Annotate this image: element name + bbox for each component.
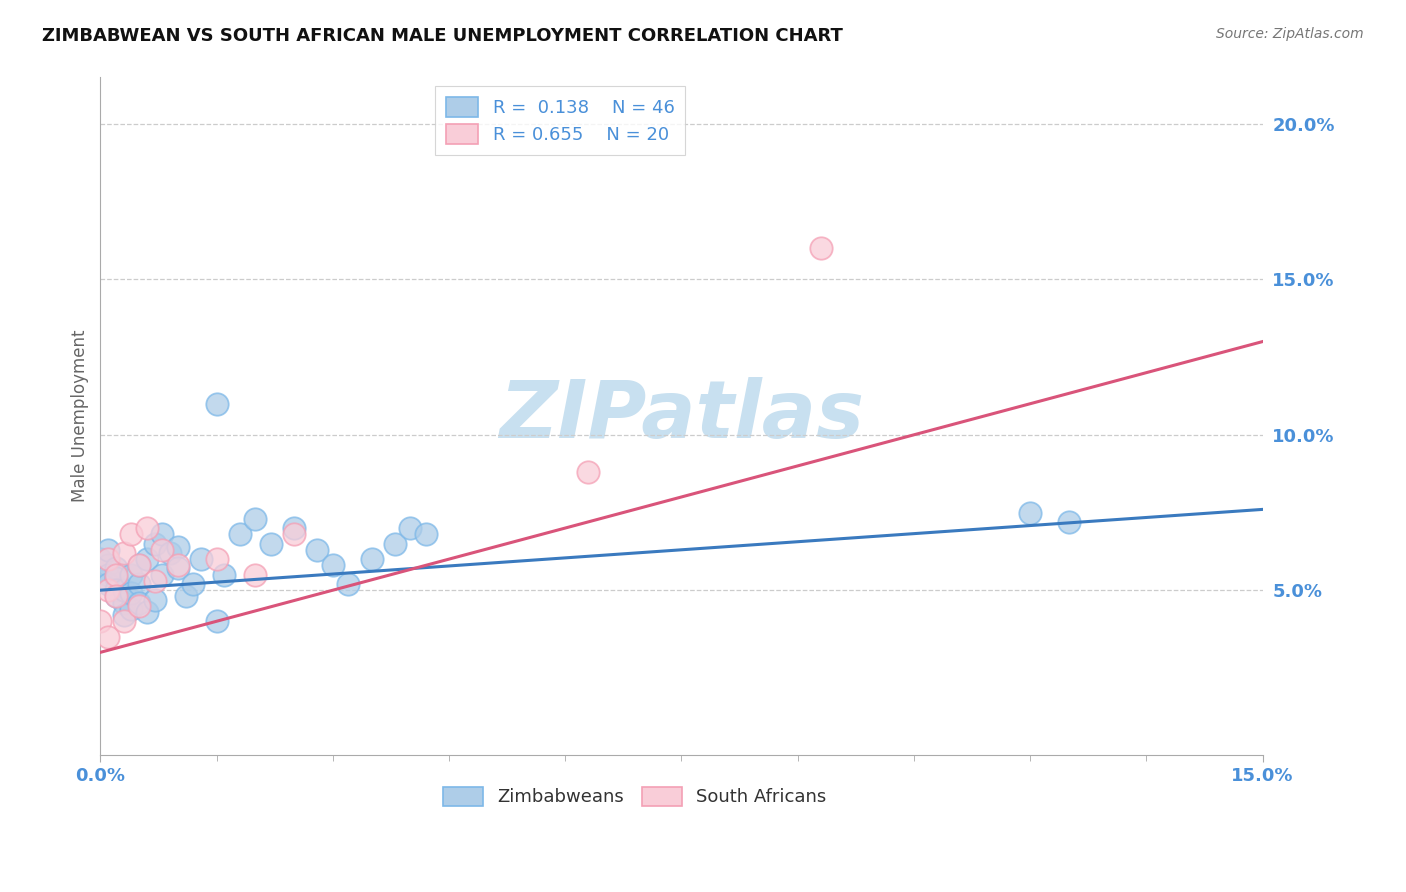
Point [810, 241, 832, 255]
Point [89, 552, 111, 566]
Point [128, 577, 150, 591]
Point [205, 614, 228, 628]
Point [97, 577, 120, 591]
Point [143, 536, 166, 550]
Point [104, 571, 127, 585]
Point [135, 521, 157, 535]
Point [214, 567, 236, 582]
Point [384, 536, 406, 550]
Point [120, 527, 142, 541]
Point [399, 521, 422, 535]
Point [135, 552, 157, 566]
Point [159, 546, 181, 560]
Point [97, 558, 120, 573]
Text: ZIPatlas: ZIPatlas [499, 377, 863, 455]
Point [229, 527, 252, 541]
Point [150, 527, 173, 541]
Point [322, 558, 344, 573]
Point [150, 542, 173, 557]
Point [104, 583, 127, 598]
Point [1019, 506, 1042, 520]
Point [307, 542, 329, 557]
Legend: Zimbabweans, South Africans: Zimbabweans, South Africans [436, 780, 834, 814]
Point [143, 592, 166, 607]
Point [120, 586, 142, 600]
Point [337, 577, 360, 591]
Point [112, 614, 135, 628]
Point [120, 567, 142, 582]
Point [104, 590, 127, 604]
Point [283, 527, 305, 541]
Point [143, 574, 166, 588]
Point [104, 590, 127, 604]
Point [205, 397, 228, 411]
Point [97, 542, 120, 557]
Point [128, 599, 150, 613]
Point [97, 552, 120, 566]
Point [150, 567, 173, 582]
Point [112, 608, 135, 623]
Point [104, 561, 127, 575]
Point [260, 536, 283, 550]
Point [183, 577, 205, 591]
Point [120, 602, 142, 616]
Point [578, 465, 600, 479]
Point [166, 558, 188, 573]
Point [97, 583, 120, 598]
Point [97, 630, 120, 644]
Point [128, 558, 150, 573]
Point [112, 546, 135, 560]
Point [135, 605, 157, 619]
Point [190, 552, 212, 566]
Point [128, 558, 150, 573]
Point [128, 596, 150, 610]
Point [415, 527, 437, 541]
Y-axis label: Male Unemployment: Male Unemployment [72, 330, 89, 502]
Point [97, 567, 120, 582]
Point [89, 614, 111, 628]
Point [205, 552, 228, 566]
Point [1057, 515, 1080, 529]
Point [360, 552, 382, 566]
Point [112, 596, 135, 610]
Point [174, 590, 197, 604]
Text: Source: ZipAtlas.com: Source: ZipAtlas.com [1216, 27, 1364, 41]
Text: ZIMBABWEAN VS SOUTH AFRICAN MALE UNEMPLOYMENT CORRELATION CHART: ZIMBABWEAN VS SOUTH AFRICAN MALE UNEMPLO… [42, 27, 844, 45]
Point [283, 521, 305, 535]
Point [166, 561, 188, 575]
Point [166, 540, 188, 554]
Point [245, 512, 267, 526]
Point [112, 583, 135, 598]
Point [104, 567, 127, 582]
Point [245, 567, 267, 582]
